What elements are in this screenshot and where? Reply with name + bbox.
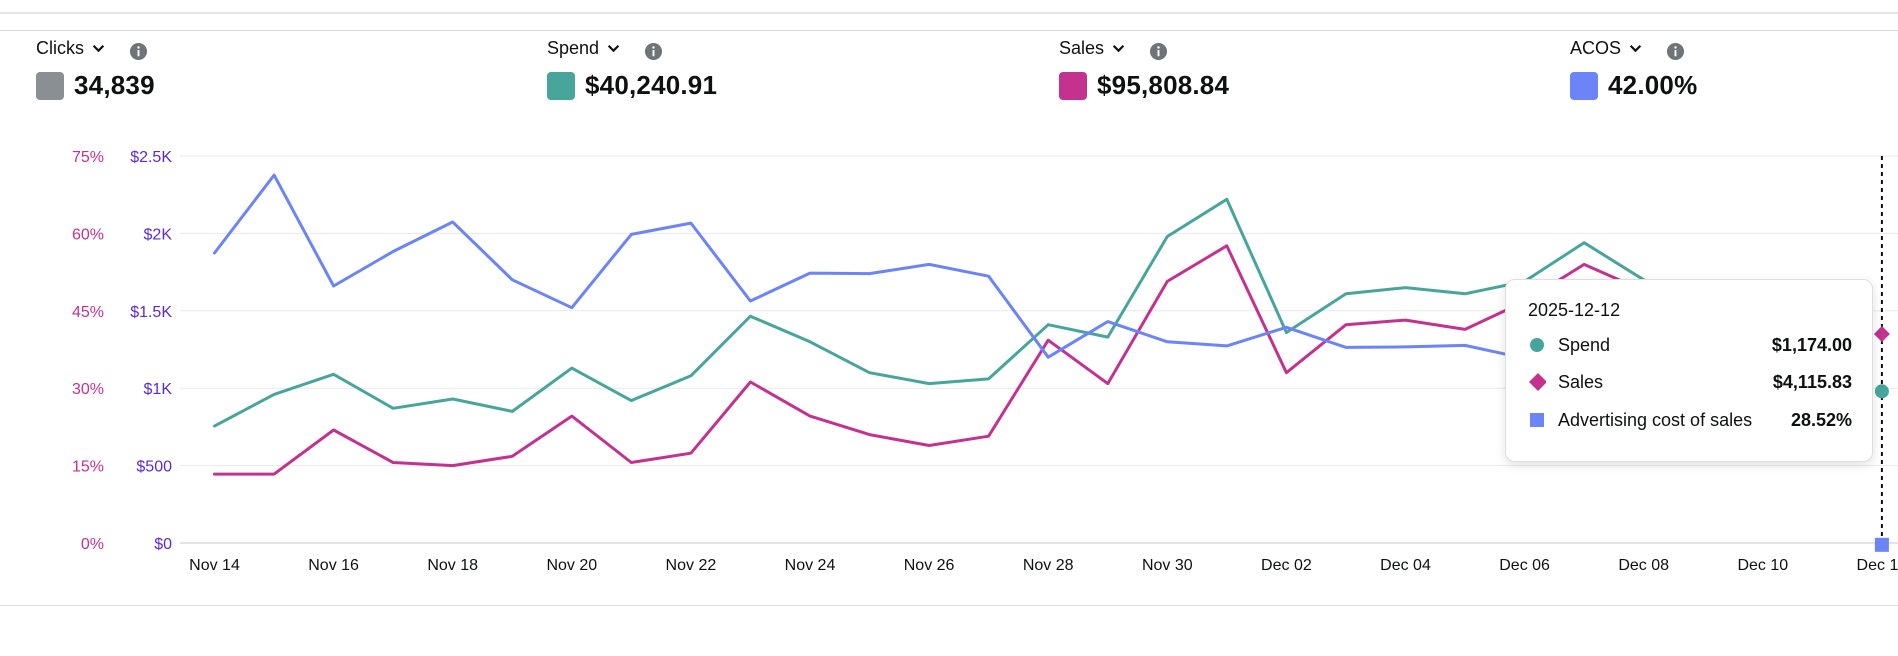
- metric-value: 34,839: [74, 70, 155, 100]
- chevron-down-icon[interactable]: [1112, 42, 1125, 55]
- series-line-advertising-cost-of-sales: [213, 173, 1527, 360]
- chevron-down-icon[interactable]: [1629, 42, 1642, 55]
- metric-color-swatch[interactable]: [1059, 71, 1087, 100]
- metric-color-swatch[interactable]: [36, 71, 64, 100]
- metric-value: 42.00%: [1608, 70, 1698, 100]
- info-icon[interactable]: [1149, 42, 1168, 61]
- x-tick-label: Dec 02: [1261, 557, 1312, 574]
- metric-spend: Spend $40,240.91: [547, 36, 717, 101]
- x-tick-label: Nov 18: [427, 557, 478, 574]
- tooltip-row: Sales $4,115.83: [1528, 369, 1852, 395]
- info-icon[interactable]: [644, 42, 663, 61]
- x-tick-label: Nov 26: [904, 557, 955, 574]
- metric-label[interactable]: ACOS: [1570, 37, 1622, 58]
- x-tick-label: Nov 28: [1023, 557, 1074, 574]
- tooltip-series-value: 28.52%: [1790, 409, 1852, 430]
- x-tick-label: Nov 14: [189, 557, 240, 574]
- diamond-marker-icon: [1528, 373, 1546, 391]
- metric-value: $95,808.84: [1097, 70, 1230, 100]
- metric-label[interactable]: Sales: [1059, 37, 1105, 58]
- top-divider: [0, 12, 1898, 14]
- tooltip-series-name: Spend: [1558, 334, 1611, 355]
- x-tick-label: Dec 08: [1618, 557, 1669, 574]
- x-tick-label: Dec 06: [1499, 557, 1550, 574]
- y-left-tick-label: 60%: [72, 226, 104, 243]
- y-right-tick-label: $2.5K: [130, 149, 172, 166]
- acos-hover-marker: [1874, 537, 1889, 552]
- x-tick-label: Nov 24: [785, 557, 836, 574]
- tooltip-series-name: Sales: [1558, 371, 1604, 392]
- y-right-tick-label: $2K: [144, 226, 173, 243]
- y-right-tick-label: $1.5K: [130, 304, 172, 321]
- x-tick-label: Nov 30: [1142, 557, 1193, 574]
- info-icon[interactable]: [129, 42, 148, 61]
- x-tick-label: Nov 22: [666, 557, 717, 574]
- series-line-sales: [213, 244, 1646, 476]
- metric-color-swatch[interactable]: [1570, 71, 1598, 100]
- series-line-spend: [213, 197, 1646, 428]
- metric-color-swatch[interactable]: [547, 71, 575, 100]
- chevron-down-icon[interactable]: [92, 42, 105, 55]
- info-icon[interactable]: [1666, 42, 1685, 61]
- chevron-down-icon[interactable]: [607, 42, 620, 55]
- tooltip-series-value: $1,174.00: [1771, 334, 1852, 355]
- x-tick-label: Dec 12: [1857, 557, 1898, 574]
- y-right-tick-label: $0: [154, 536, 172, 553]
- x-tick-label: Nov 20: [546, 557, 597, 574]
- tooltip-series-name: Advertising cost of sales: [1558, 409, 1753, 430]
- metric-label[interactable]: Clicks: [36, 37, 84, 58]
- y-left-tick-label: 45%: [72, 304, 104, 321]
- y-left-tick-label: 75%: [72, 149, 104, 166]
- y-left-tick-label: 30%: [72, 381, 104, 398]
- tooltip-date: 2025-12-12: [1528, 300, 1621, 320]
- x-tick-label: Dec 10: [1737, 557, 1788, 574]
- y-left-tick-label: 15%: [72, 459, 104, 476]
- spend-hover-marker: [1874, 384, 1889, 399]
- tooltip-series-value: $4,115.83: [1772, 371, 1852, 392]
- y-right-tick-label: $500: [136, 459, 172, 476]
- circle-marker-icon: [1528, 336, 1546, 354]
- x-tick-label: Nov 16: [308, 557, 359, 574]
- x-tick-label: Dec 04: [1380, 557, 1431, 574]
- chart-tooltip: 2025-12-12 Spend $1,174.00 Sales $4,115.83 A…: [1505, 279, 1873, 462]
- metric-clicks: Clicks 34,839: [36, 36, 155, 101]
- metric-label[interactable]: Spend: [547, 37, 600, 58]
- square-marker-icon: [1528, 411, 1546, 429]
- metric-value: $40,240.91: [585, 70, 718, 100]
- tooltip-row: Spend $1,174.00: [1528, 332, 1852, 358]
- metric-acos: ACOS 42.00%: [1570, 36, 1697, 101]
- y-right-tick-label: $1K: [144, 381, 173, 398]
- tooltip-row: Advertising cost of sales 28.52%: [1528, 407, 1852, 433]
- sales-hover-marker: [1873, 326, 1890, 342]
- y-left-tick-label: 0%: [81, 536, 104, 553]
- metric-sales: Sales $95,808.84: [1059, 36, 1229, 101]
